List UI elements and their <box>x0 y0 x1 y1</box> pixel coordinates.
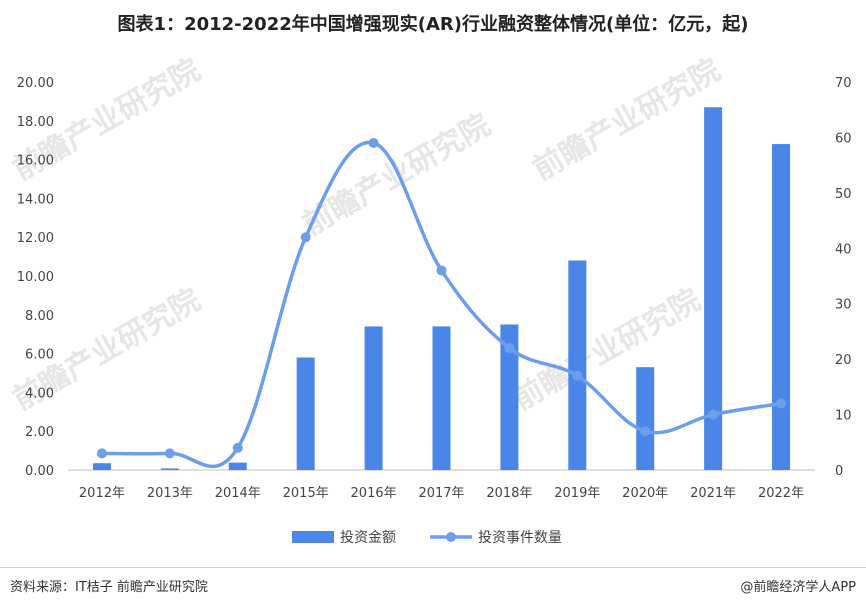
y-left-tick-label: 12.00 <box>17 231 54 246</box>
bar <box>704 107 723 470</box>
x-tick-label: 2017年 <box>418 486 464 501</box>
line-point <box>164 448 175 459</box>
brand-text: @前瞻经济学人APP <box>740 580 856 595</box>
y-left-tick-label: 6.00 <box>25 348 54 363</box>
line-point <box>96 448 107 459</box>
line-point <box>640 426 651 437</box>
y-right-tick-label: 0 <box>835 464 843 479</box>
y-left-tick-label: 10.00 <box>17 270 54 285</box>
line-point <box>232 442 243 453</box>
y-left-tick-label: 16.00 <box>17 154 54 169</box>
y-right-tick-label: 50 <box>835 187 852 202</box>
x-tick-label: 2016年 <box>351 486 397 501</box>
y-right-tick-label: 30 <box>835 298 852 313</box>
footer: 资料来源：IT桔子 前瞻产业研究院 @前瞻经济学人APP <box>0 567 866 600</box>
x-tick-label: 2012年 <box>79 486 125 501</box>
x-tick-label: 2020年 <box>622 486 668 501</box>
chart-area: 0.00 2.00 4.00 6.00 8.00 10.00 12.00 14.00 16.00… <box>17 76 852 546</box>
y-left-tick-label: 2.00 <box>25 425 54 440</box>
legend-label: 投资事件数量 <box>478 530 562 546</box>
bar <box>364 326 383 470</box>
line-point <box>504 343 515 354</box>
bar <box>568 260 587 470</box>
bar <box>92 463 111 470</box>
x-tick-label: 2015年 <box>283 486 329 501</box>
chart-title: 图表1：2012-2022年中国增强现实(AR)行业融资整体情况(单位：亿元，起… <box>117 14 749 35</box>
y-left-tick-label: 4.00 <box>25 386 54 401</box>
bar <box>500 324 519 470</box>
bar <box>772 144 791 470</box>
legend-label: 投资金额 <box>340 530 396 546</box>
bar <box>160 468 179 470</box>
x-tick-label: 2013年 <box>147 486 193 501</box>
bar <box>432 326 451 470</box>
source-text: 资料来源：IT桔子 前瞻产业研究院 <box>10 580 208 595</box>
bar <box>636 367 655 470</box>
x-tick-label: 2022年 <box>758 486 804 501</box>
x-tick-label: 2018年 <box>486 486 532 501</box>
line-point <box>436 265 447 276</box>
legend-swatch-point <box>446 532 456 542</box>
x-tick-label: 2019年 <box>554 486 600 501</box>
y-right-tick-label: 70 <box>835 76 852 91</box>
y-left-tick-label: 18.00 <box>17 115 54 130</box>
x-tick-label: 2014年 <box>215 486 261 501</box>
line-point <box>572 370 583 381</box>
y-right-tick-label: 10 <box>835 409 852 424</box>
y-right-tick-label: 60 <box>835 131 852 146</box>
bar <box>296 357 315 470</box>
x-tick-label: 2021年 <box>690 486 736 501</box>
line-point <box>776 398 787 409</box>
y-left-tick-label: 8.00 <box>25 309 54 324</box>
bar <box>228 462 247 470</box>
legend-swatch-bar <box>292 531 334 543</box>
y-left-tick-label: 14.00 <box>17 192 54 207</box>
line-point <box>708 409 719 420</box>
line-point <box>368 137 379 148</box>
y-right-tick-label: 20 <box>835 353 852 368</box>
y-right-tick-label: 40 <box>835 242 852 257</box>
y-left-tick-label: 0.00 <box>25 464 54 479</box>
line-point <box>300 232 311 243</box>
y-left-tick-label: 20.00 <box>17 76 54 91</box>
